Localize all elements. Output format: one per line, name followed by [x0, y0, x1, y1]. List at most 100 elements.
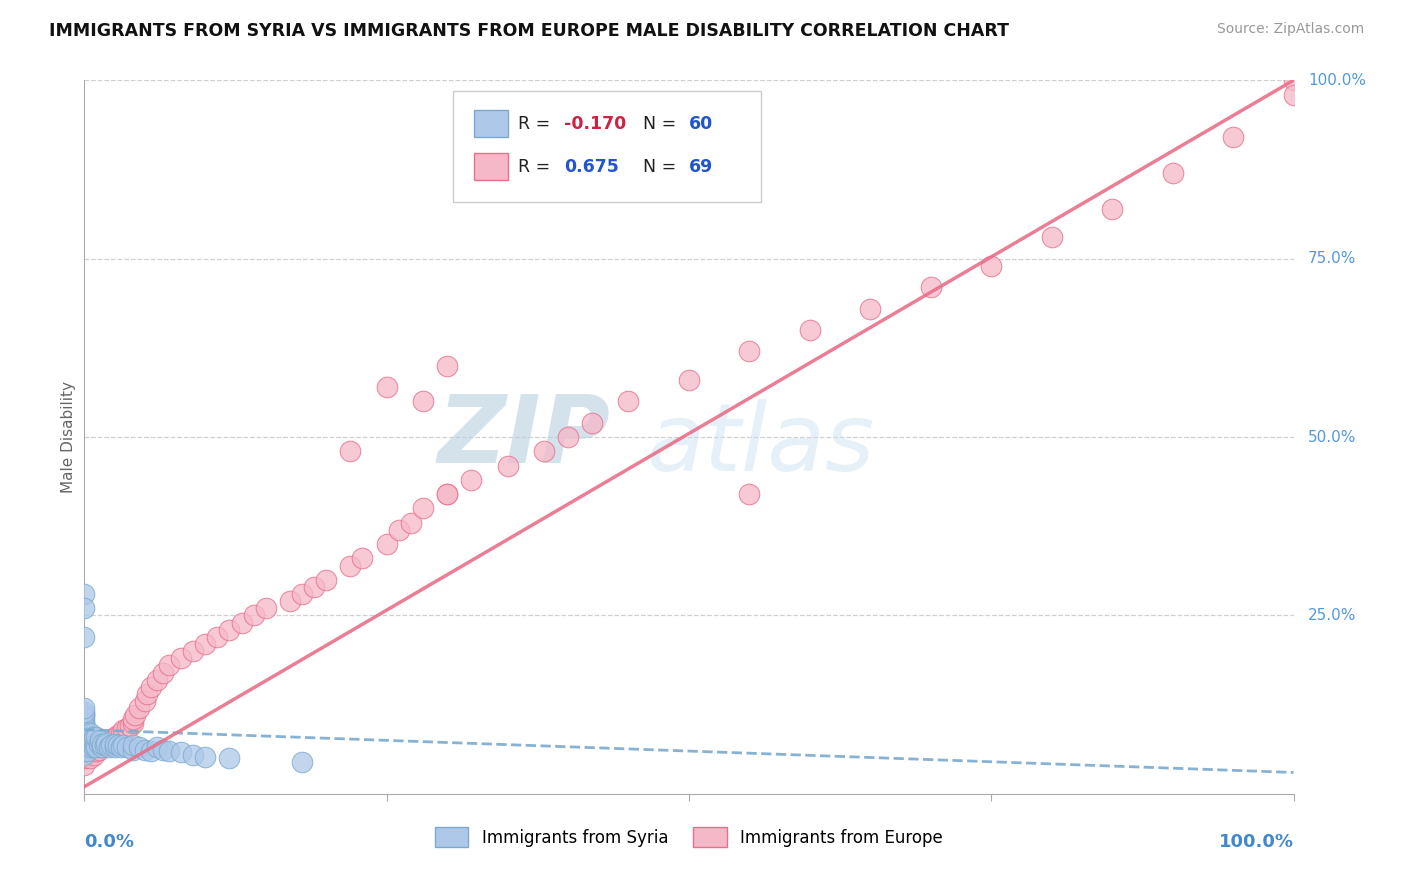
Text: 50.0%: 50.0% [1308, 430, 1357, 444]
Point [91, 740, 114, 755]
Point [73, 712, 96, 726]
Point [181, 644, 204, 658]
Point [152, 665, 174, 680]
Point [980, 259, 1002, 273]
Text: 0.0%: 0.0% [84, 833, 135, 851]
Point [194, 637, 217, 651]
Point [115, 721, 138, 735]
Point [82, 733, 104, 747]
Point [77, 733, 100, 747]
Legend: Immigrants from Syria, Immigrants from Europe: Immigrants from Syria, Immigrants from E… [429, 821, 949, 854]
Point [218, 623, 240, 637]
Point [84, 737, 107, 751]
Point [73, 744, 96, 758]
Point [120, 719, 142, 733]
Point [121, 739, 143, 753]
Point [436, 487, 458, 501]
Point [399, 516, 422, 530]
Point [73, 708, 96, 723]
Point [100, 739, 122, 753]
Point [496, 458, 519, 473]
Point [291, 587, 314, 601]
Point [1161, 166, 1184, 180]
Point [79, 751, 101, 765]
Point [617, 394, 640, 409]
Point [73, 747, 96, 762]
Point [302, 580, 325, 594]
Point [124, 708, 146, 723]
Point [94, 735, 117, 749]
Point [139, 744, 162, 758]
Point [83, 747, 105, 762]
Text: 69: 69 [689, 158, 713, 176]
FancyBboxPatch shape [474, 111, 508, 137]
Point [97, 740, 120, 755]
Point [128, 701, 150, 715]
Point [1282, 73, 1305, 87]
Point [107, 728, 129, 742]
Point [207, 630, 229, 644]
Point [76, 744, 98, 758]
Point [1222, 130, 1244, 145]
Point [77, 737, 100, 751]
Point [157, 744, 180, 758]
Text: 100.0%: 100.0% [1308, 73, 1367, 87]
Text: 25.0%: 25.0% [1308, 608, 1357, 623]
Point [73, 737, 96, 751]
Point [115, 740, 138, 755]
Point [859, 301, 882, 316]
Point [86, 740, 108, 755]
Text: 100.0%: 100.0% [1219, 833, 1294, 851]
Text: N =: N = [643, 115, 676, 133]
Point [94, 739, 117, 753]
Point [112, 723, 135, 737]
Point [339, 444, 361, 458]
Point [73, 726, 96, 740]
Point [134, 694, 156, 708]
Point [83, 730, 105, 744]
Point [146, 673, 169, 687]
Point [86, 744, 108, 758]
Point [738, 487, 761, 501]
Text: R =: R = [519, 115, 551, 133]
Point [242, 608, 264, 623]
Text: ZIP: ZIP [437, 391, 610, 483]
Point [73, 715, 96, 730]
Point [94, 739, 117, 753]
Point [136, 687, 159, 701]
Point [738, 344, 761, 359]
Point [436, 487, 458, 501]
Point [170, 746, 193, 760]
Text: N =: N = [643, 158, 676, 176]
FancyBboxPatch shape [453, 91, 762, 202]
Text: atlas: atlas [647, 399, 875, 490]
Point [128, 740, 150, 755]
Point [678, 373, 700, 387]
Point [339, 558, 361, 573]
Point [73, 730, 96, 744]
Point [73, 740, 96, 755]
Point [254, 601, 277, 615]
Point [121, 742, 143, 756]
Point [89, 733, 111, 747]
Text: R =: R = [519, 158, 551, 176]
Point [110, 726, 132, 740]
Point [157, 658, 180, 673]
Point [170, 651, 193, 665]
Point [104, 733, 127, 747]
Point [134, 742, 156, 756]
Point [291, 755, 314, 769]
Point [80, 737, 103, 751]
Text: 60: 60 [689, 115, 713, 133]
Text: 75.0%: 75.0% [1308, 252, 1357, 266]
Text: 0.675: 0.675 [564, 158, 619, 176]
Point [110, 740, 132, 755]
Point [121, 715, 143, 730]
Point [799, 323, 821, 337]
Point [73, 708, 96, 723]
Y-axis label: Male Disability: Male Disability [60, 381, 76, 493]
FancyBboxPatch shape [474, 153, 508, 180]
Point [1040, 230, 1063, 244]
Text: IMMIGRANTS FROM SYRIA VS IMMIGRANTS FROM EUROPE MALE DISABILITY CORRELATION CHAR: IMMIGRANTS FROM SYRIA VS IMMIGRANTS FROM… [49, 22, 1010, 40]
Point [352, 551, 374, 566]
